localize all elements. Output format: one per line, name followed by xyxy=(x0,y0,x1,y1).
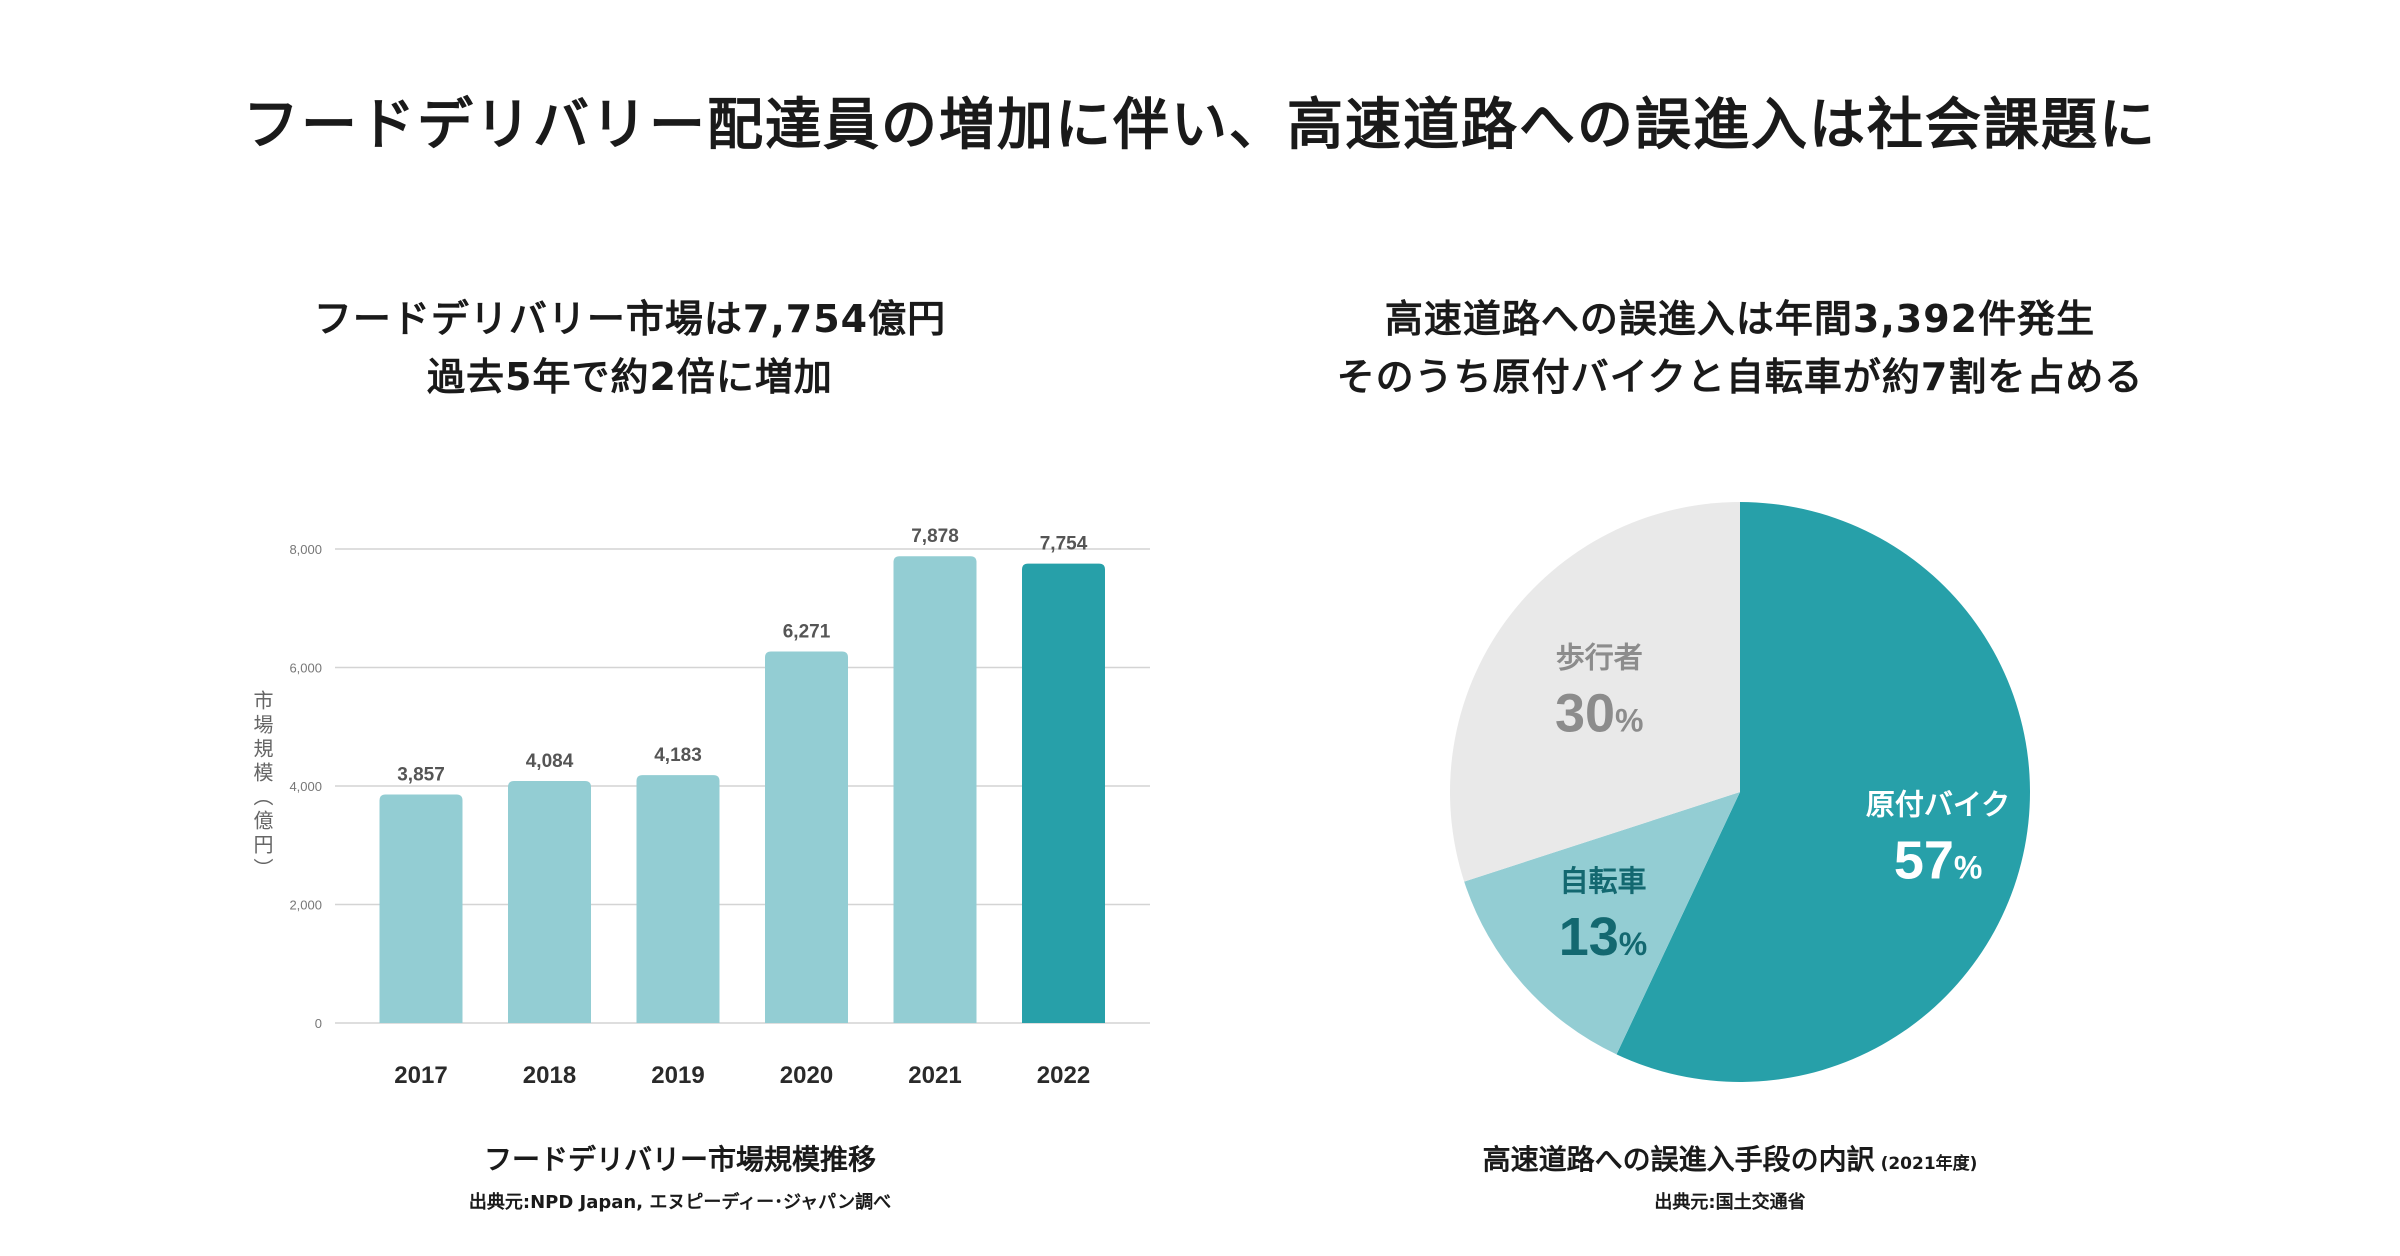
intrusion-heading-line1: 高速道路への誤進入は年間3,392件発生 xyxy=(1384,297,2096,341)
bar-2022 xyxy=(1022,563,1105,1023)
bar-chart-source: 出典元:NPD Japan, エヌピーディー･ジャパン調べ xyxy=(468,1192,892,1213)
intrusion-heading: 高速道路への誤進入は年間3,392件発生 そのうち原付バイクと自転車が約7割を占… xyxy=(1180,290,2300,406)
pie-slice-label: 歩行者 xyxy=(1556,641,1643,675)
y-tick-label: 6,000 xyxy=(289,661,322,676)
bar-2020 xyxy=(765,651,848,1023)
x-tick-label: 2017 xyxy=(394,1062,447,1089)
pie-chart-source: 出典元:国土交通省 xyxy=(1654,1192,1806,1213)
bar-2019 xyxy=(636,775,720,1023)
page-title: フードデリバリー配達員の増加に伴い、高速道路への誤進入は社会課題に xyxy=(243,93,2157,158)
x-tick-label: 2018 xyxy=(523,1062,576,1089)
x-tick-label: 2020 xyxy=(780,1062,833,1089)
bar-value-label: 4,183 xyxy=(654,745,702,766)
y-tick-label: 2,000 xyxy=(289,898,322,913)
market-heading: フードデリバリー市場は7,754億円 過去5年で約2倍に増加 xyxy=(200,290,1060,406)
pie-slice-label: 原付バイク xyxy=(1866,787,2010,821)
pie-slice-value: 30% xyxy=(1555,684,1644,744)
x-tick-label: 2021 xyxy=(908,1062,961,1089)
pie-slice-1 xyxy=(1464,792,1740,1055)
x-tick-label: 2019 xyxy=(651,1062,704,1089)
bar-chart-ylabel: 市場規模（億円） xyxy=(250,690,274,882)
pie-chart-caption-text: 高速道路への誤進入手段の内訳 xyxy=(1482,1143,1875,1176)
bar-2017 xyxy=(379,794,463,1023)
pie-slice-value: 57% xyxy=(1894,830,1983,890)
y-tick-label: 8,000 xyxy=(289,542,322,557)
y-tick-label: 0 xyxy=(315,1016,322,1031)
x-tick-label: 2022 xyxy=(1037,1062,1090,1089)
bar-value-label: 4,084 xyxy=(526,751,574,772)
bar-2018 xyxy=(508,781,591,1023)
pie-slice-value: 13% xyxy=(1559,907,1648,967)
pie-slice-2 xyxy=(1449,501,1740,882)
bar-value-label: 7,878 xyxy=(911,526,959,547)
bar-value-label: 3,857 xyxy=(397,764,445,785)
pie-chart-caption: 高速道路への誤進入手段の内訳 (2021年度) xyxy=(1300,1138,2160,1178)
pie-slice-0 xyxy=(1616,502,2030,1082)
bar-2021 xyxy=(893,556,977,1023)
market-heading-line2: 過去5年で約2倍に増加 xyxy=(427,355,833,399)
market-heading-line1: フードデリバリー市場は7,754億円 xyxy=(313,297,947,341)
intrusion-heading-line2: そのうち原付バイクと自転車が約7割を占める xyxy=(1336,355,2144,399)
bar-value-label: 6,271 xyxy=(783,621,831,642)
pie-slice-label: 自転車 xyxy=(1559,864,1646,898)
bar-chart-caption: フードデリバリー市場規模推移 xyxy=(483,1143,876,1176)
bar-value-label: 7,754 xyxy=(1040,534,1088,555)
pie-chart-caption-year: (2021年度) xyxy=(1880,1154,1978,1174)
y-tick-label: 4,000 xyxy=(289,779,322,794)
